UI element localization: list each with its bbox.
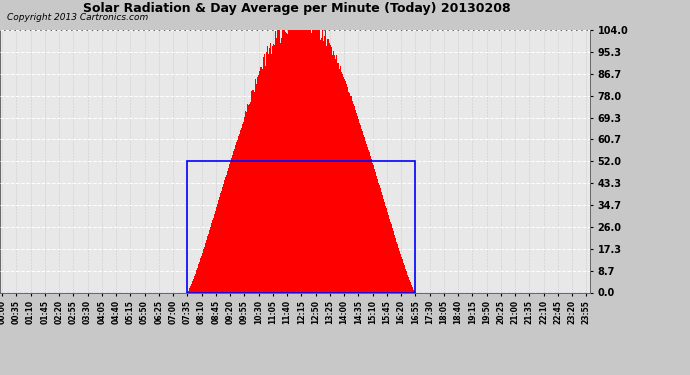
Text: Solar Radiation & Day Average per Minute (Today) 20130208: Solar Radiation & Day Average per Minute… [83, 2, 511, 15]
Text: Copyright 2013 Cartronics.com: Copyright 2013 Cartronics.com [7, 13, 148, 22]
Bar [187, 161, 415, 292]
